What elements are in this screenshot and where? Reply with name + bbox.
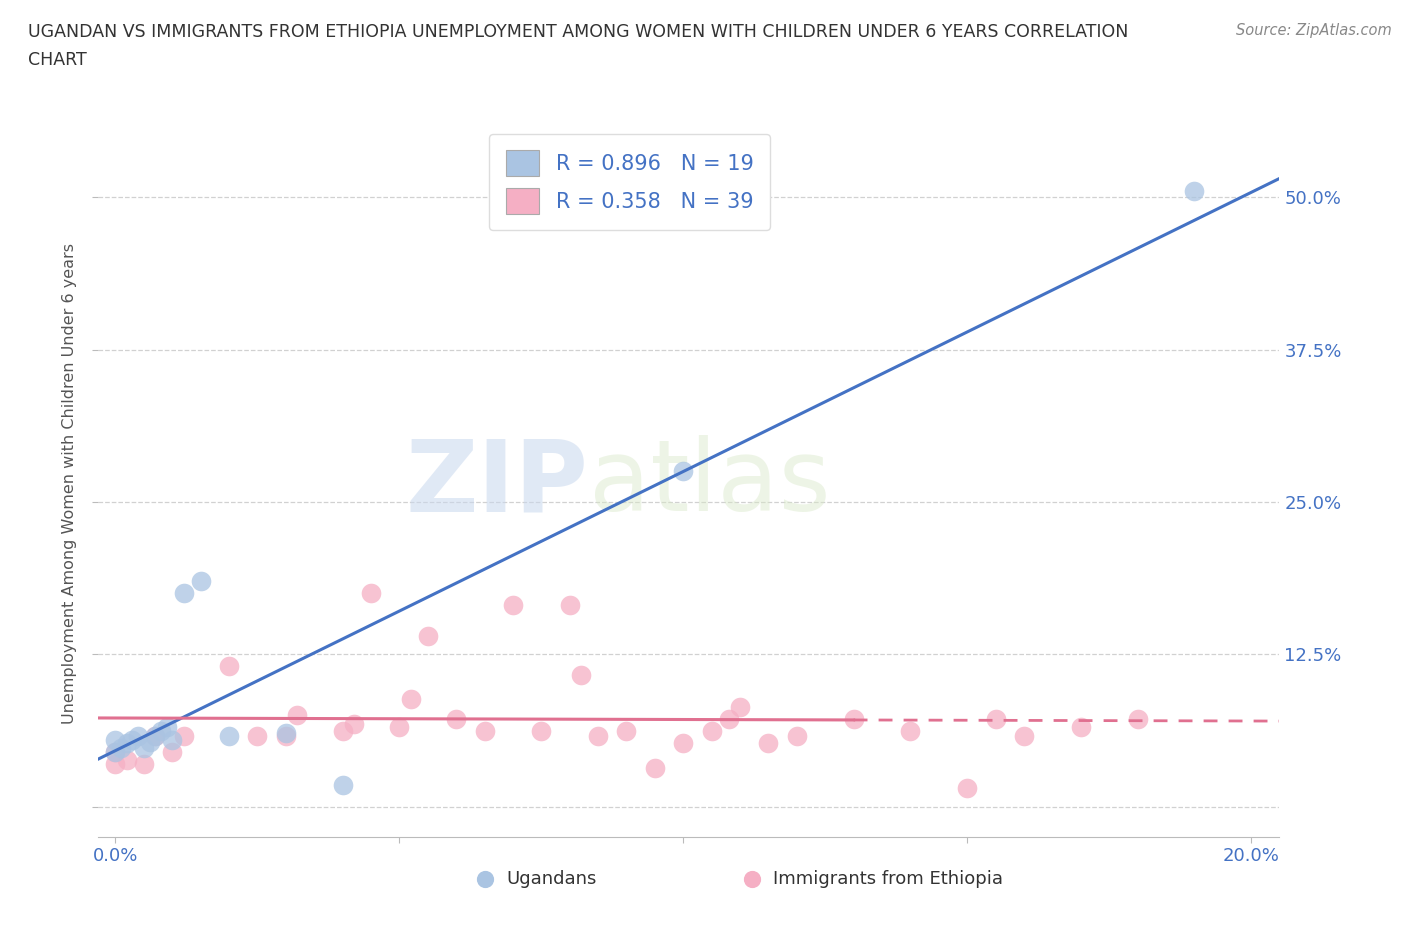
Point <box>143 728 166 743</box>
Point <box>1182 184 1205 199</box>
Point <box>360 586 382 601</box>
Point <box>173 586 195 601</box>
Point <box>1012 728 1035 743</box>
Text: Source: ZipAtlas.com: Source: ZipAtlas.com <box>1236 23 1392 38</box>
Point <box>984 711 1007 726</box>
Point <box>474 871 496 886</box>
Point <box>502 598 524 613</box>
Point <box>162 732 183 747</box>
Point <box>644 760 666 775</box>
Point <box>104 744 127 759</box>
Point <box>558 598 581 613</box>
Point <box>388 720 411 735</box>
Point <box>274 728 297 743</box>
Text: Immigrants from Ethiopia: Immigrants from Ethiopia <box>773 870 1004 888</box>
Text: CHART: CHART <box>28 51 87 69</box>
Point <box>127 728 149 743</box>
Text: atlas: atlas <box>589 435 830 532</box>
Y-axis label: Unemployment Among Women with Children Under 6 years: Unemployment Among Women with Children U… <box>62 243 77 724</box>
Point <box>121 732 143 747</box>
Point <box>155 720 177 735</box>
Point <box>343 716 366 731</box>
Point <box>285 708 308 723</box>
Point <box>104 744 127 759</box>
Point <box>138 735 160 750</box>
Legend: R = 0.896   N = 19, R = 0.358   N = 39: R = 0.896 N = 19, R = 0.358 N = 39 <box>489 134 770 231</box>
Point <box>173 728 195 743</box>
Point <box>416 629 439 644</box>
Point <box>1070 720 1092 735</box>
Point <box>900 724 922 738</box>
Point <box>115 752 138 767</box>
Point <box>132 756 155 771</box>
Point <box>786 728 808 743</box>
Point <box>700 724 723 738</box>
Point <box>332 724 354 738</box>
Point <box>162 744 183 759</box>
Point <box>332 777 354 792</box>
Point <box>530 724 553 738</box>
Point <box>672 464 695 479</box>
Point <box>474 724 496 738</box>
Text: ZIP: ZIP <box>406 435 589 532</box>
Point <box>569 668 592 683</box>
Point <box>218 659 240 674</box>
Point <box>1126 711 1149 726</box>
Point <box>741 871 763 886</box>
Point <box>104 756 127 771</box>
Point <box>758 736 780 751</box>
Point <box>728 699 751 714</box>
Point <box>586 728 609 743</box>
Point <box>672 736 695 751</box>
Point <box>104 732 127 747</box>
Point <box>399 692 422 707</box>
Point <box>444 711 467 726</box>
Text: UGANDAN VS IMMIGRANTS FROM ETHIOPIA UNEMPLOYMENT AMONG WOMEN WITH CHILDREN UNDER: UGANDAN VS IMMIGRANTS FROM ETHIOPIA UNEM… <box>28 23 1129 41</box>
Point <box>143 728 166 743</box>
Point <box>246 728 269 743</box>
Point <box>717 711 740 726</box>
Point <box>190 574 212 589</box>
Point <box>110 740 132 755</box>
Point <box>616 724 638 738</box>
Point <box>956 781 979 796</box>
Point <box>218 728 240 743</box>
Point <box>115 736 138 751</box>
Point <box>149 724 172 738</box>
Point <box>842 711 865 726</box>
Point <box>132 740 155 755</box>
Text: Ugandans: Ugandans <box>506 870 596 888</box>
Point <box>274 726 297 741</box>
